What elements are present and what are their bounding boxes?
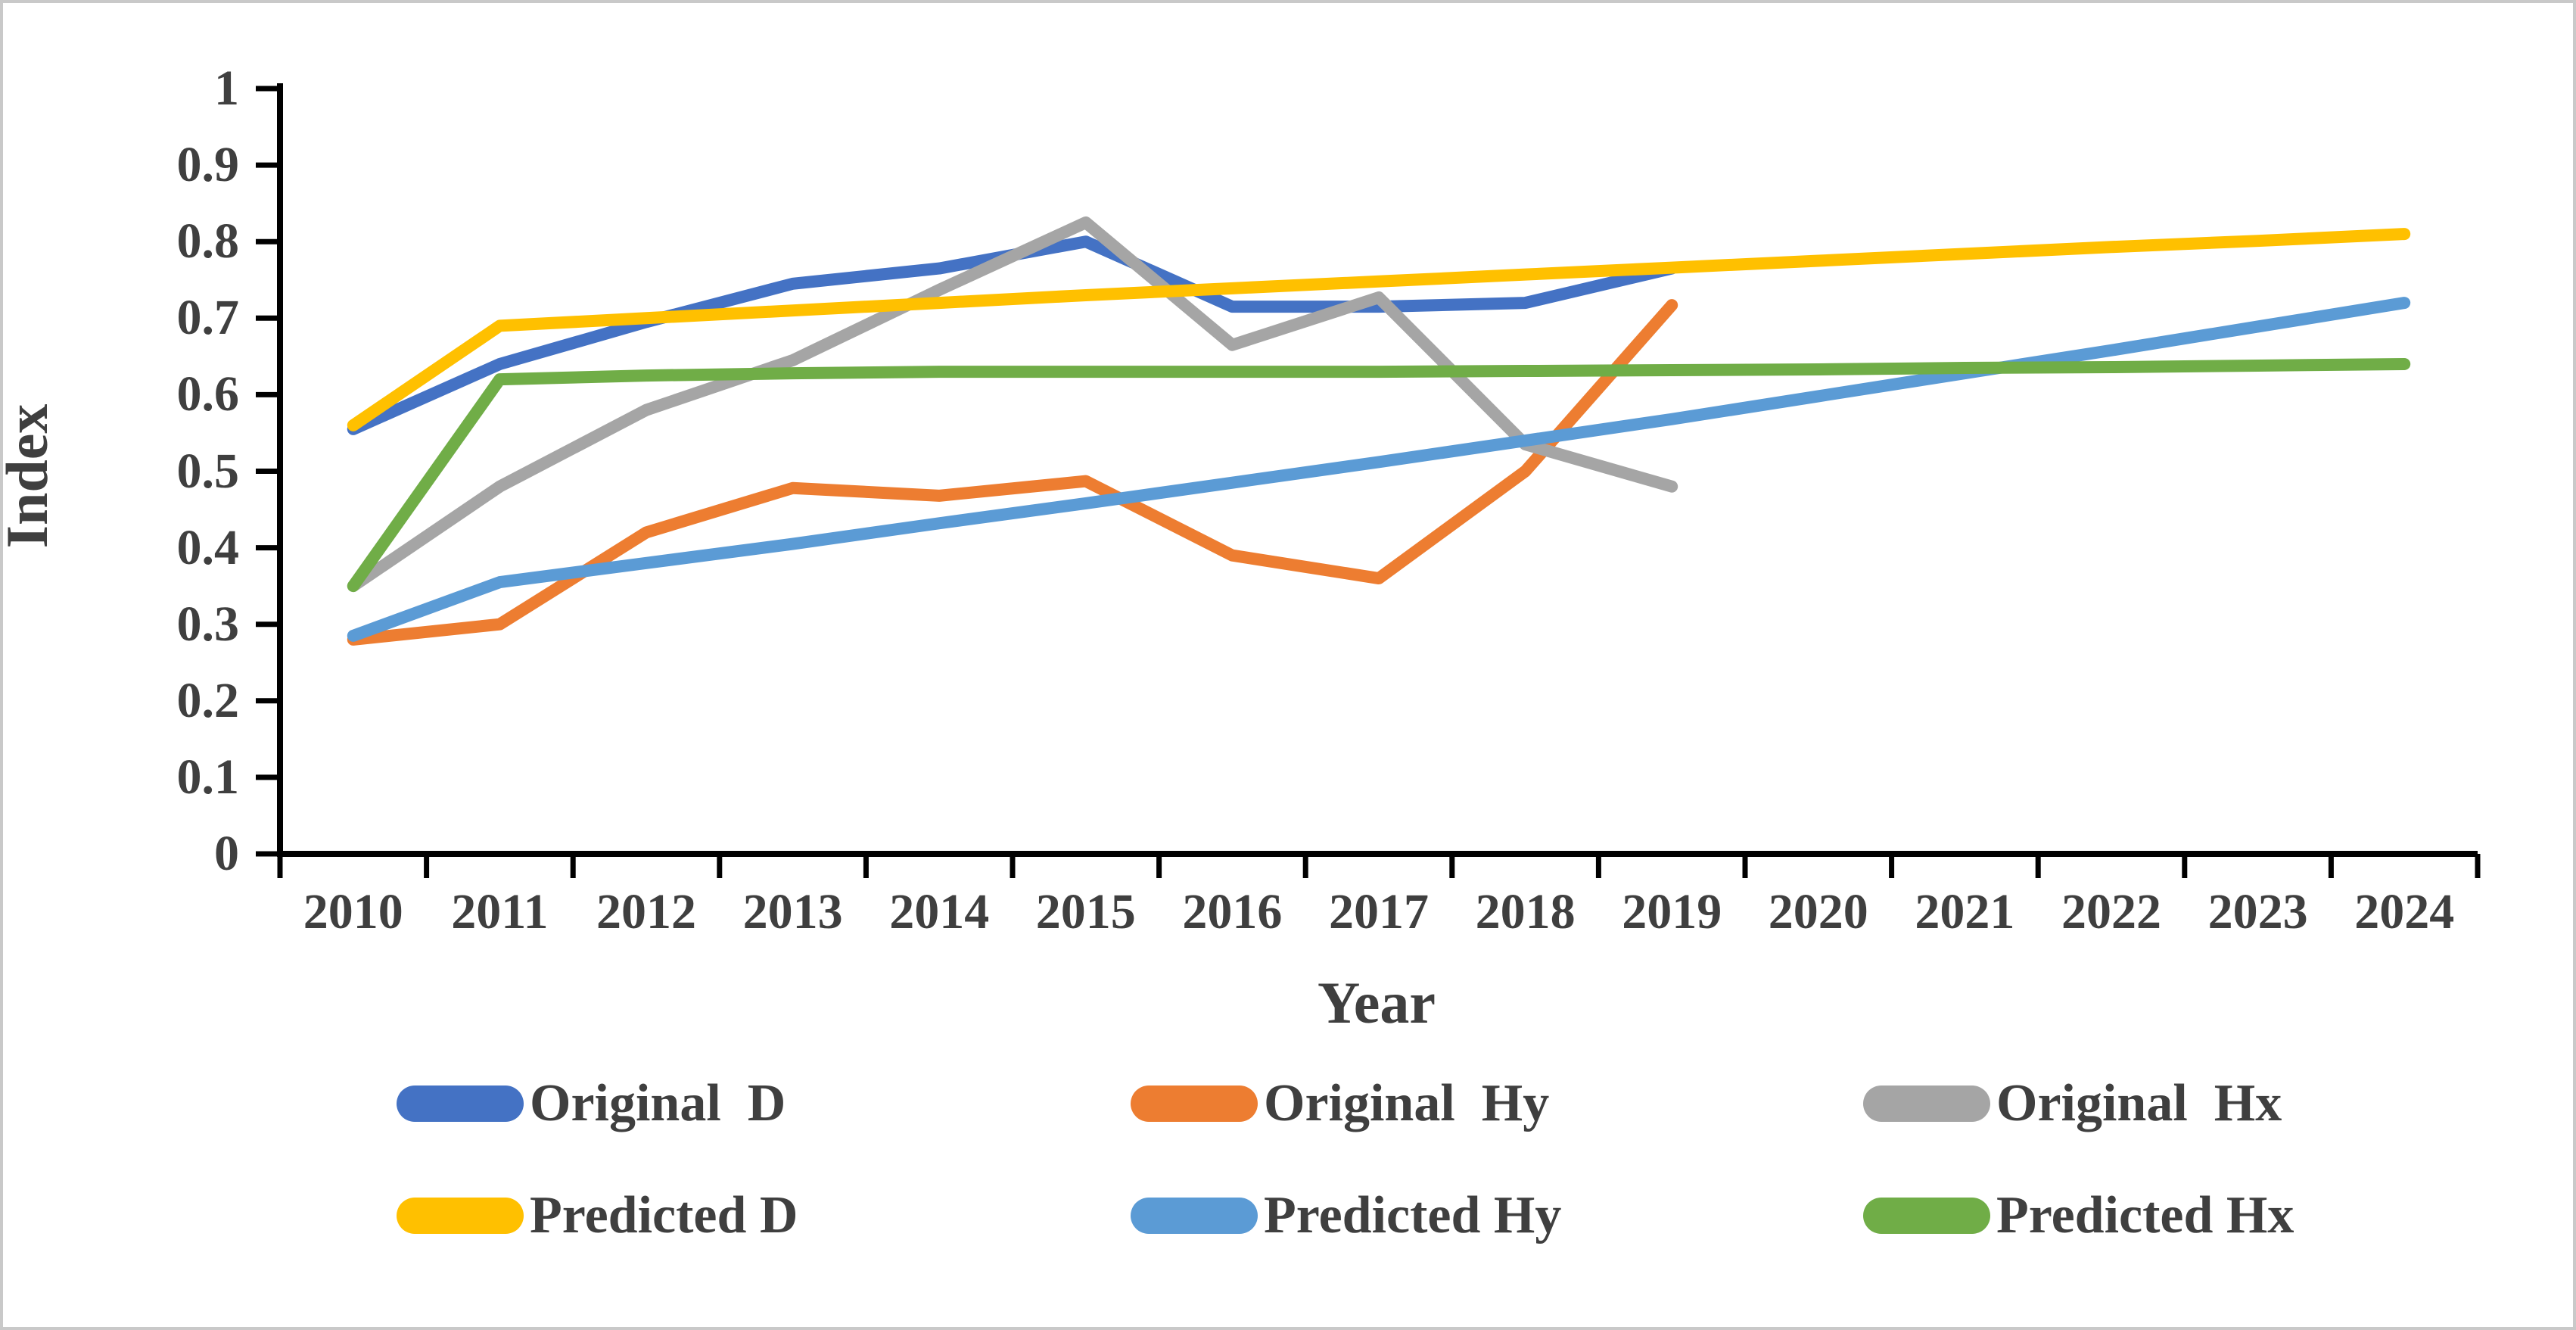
y-tick-label: 0 [214, 826, 239, 881]
series-line-predicted-d [347, 228, 2411, 431]
x-tick-label: 2021 [1915, 884, 2015, 939]
series-line-predicted-hy [347, 297, 2411, 642]
x-tick-label: 2022 [2061, 884, 2161, 939]
x-tick-label: 2018 [1475, 884, 1576, 939]
legend-item-original-d: Original D [397, 1072, 786, 1135]
x-tick-label: 2024 [2354, 884, 2455, 939]
y-tick-label: 0.7 [176, 290, 240, 346]
x-tick-label: 2010 [303, 884, 403, 939]
axis-lines [277, 83, 2478, 857]
y-tick-label: 0.4 [176, 519, 240, 575]
y-axis-title: Index [0, 403, 60, 549]
y-tick-label: 0.6 [176, 366, 240, 422]
legend-label: Predicted Hy [1264, 1186, 1562, 1244]
y-tick-label: 0.1 [176, 749, 240, 805]
x-tick-label: 2016 [1182, 884, 1283, 939]
y-tick-label: 0.9 [176, 137, 240, 193]
y-tick-label: 0.2 [176, 672, 240, 728]
x-tick-label: 2015 [1035, 884, 1136, 939]
legend-item-predicted-hy: Predicted Hy [1131, 1184, 1561, 1247]
x-tick-label: 2023 [2207, 884, 2308, 939]
legend-label: Predicted Hx [1996, 1186, 2294, 1244]
legend-item-original-hx: Original Hx [1863, 1072, 2282, 1135]
y-tick-label: 1 [214, 61, 239, 116]
legend-swatch-predicted-hx [1863, 1198, 1990, 1234]
legend-swatch-predicted-hy [1131, 1198, 1258, 1234]
legend-swatch-predicted-d [397, 1198, 524, 1234]
x-tick-label: 2013 [742, 884, 843, 939]
x-tick-label: 2019 [1622, 884, 1722, 939]
y-tick-label: 0.5 [176, 443, 240, 499]
legend-swatch-original-d [397, 1085, 524, 1122]
x-tick-label: 2020 [1768, 884, 1868, 939]
legend-label: Predicted D [530, 1186, 798, 1244]
legend-swatch-original-hx [1863, 1085, 1990, 1122]
x-tick-label: 2011 [451, 884, 549, 939]
y-tick-label: 0.8 [176, 213, 240, 269]
legend-label: Original Hy [1264, 1074, 1550, 1132]
legend-label: Original Hx [1996, 1074, 2282, 1132]
legend-item-predicted-d: Predicted D [397, 1184, 798, 1247]
x-axis-title: Year [1318, 970, 1436, 1036]
y-tick-label: 0.3 [176, 596, 240, 652]
legend-label: Original D [530, 1074, 786, 1132]
x-tick-label: 2017 [1329, 884, 1429, 939]
legend-swatch-original-hy [1131, 1085, 1258, 1122]
legend-item-original-hy: Original Hy [1131, 1072, 1549, 1135]
series-line-predicted-hx [347, 357, 2411, 593]
line-chart-canvas [256, 83, 2481, 878]
legend-item-predicted-hx: Predicted Hx [1863, 1184, 2294, 1247]
x-tick-label: 2012 [596, 884, 696, 939]
x-tick-label: 2014 [889, 884, 990, 939]
